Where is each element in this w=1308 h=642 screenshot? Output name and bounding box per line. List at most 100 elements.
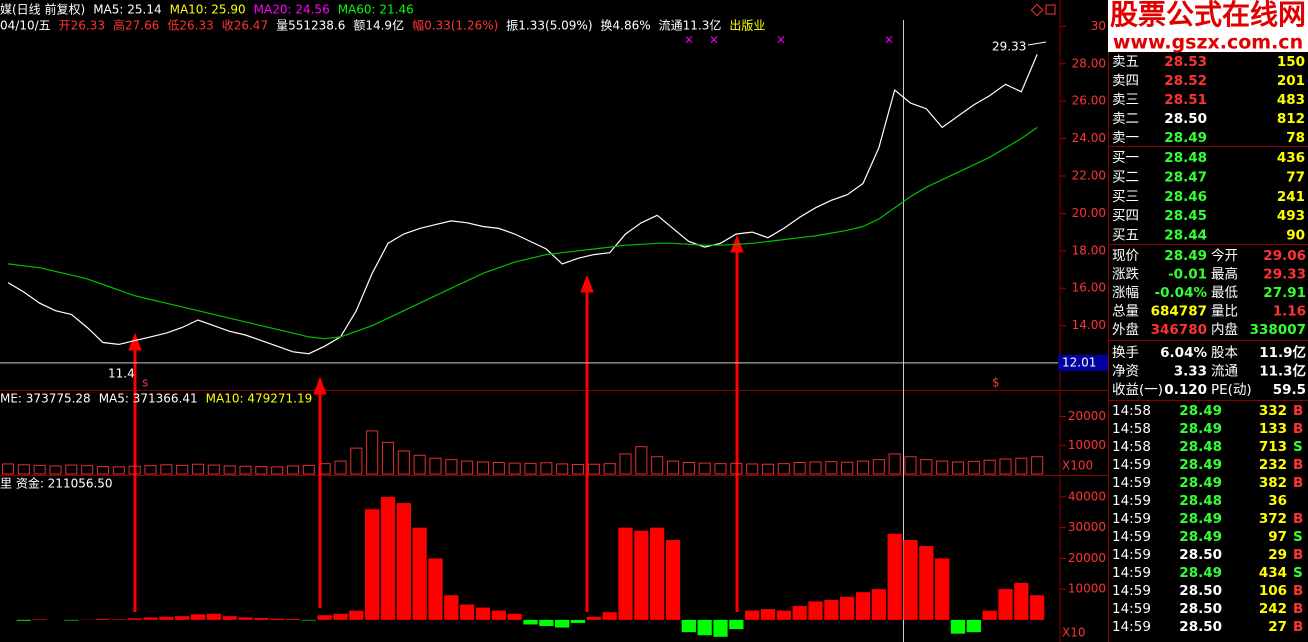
- fund-bar: [697, 619, 712, 636]
- tick-volume: 372: [1259, 511, 1287, 527]
- volume-bar: [761, 463, 775, 475]
- row-label: 买三: [1112, 189, 1139, 205]
- row-price: 28.46: [1164, 189, 1207, 205]
- stat-label: 换手: [1112, 345, 1139, 361]
- signal: $: [992, 376, 1000, 390]
- tick-price: 28.49: [1179, 403, 1222, 419]
- volume-bar: [635, 446, 648, 475]
- tick-time: 14:58: [1112, 403, 1151, 419]
- diamond-icon: [1030, 3, 1044, 17]
- fund-bar: [301, 619, 316, 621]
- stat-value: 338007: [1250, 322, 1306, 338]
- row-volume: 493: [1277, 208, 1305, 224]
- volume-bar: [271, 466, 284, 475]
- tick-side: S: [1293, 565, 1303, 581]
- y-tick-label: 30: [1091, 19, 1106, 33]
- header-text: 开26.33: [59, 19, 105, 33]
- top-marker: ×: [709, 33, 719, 47]
- arrow-head: [128, 332, 142, 351]
- stat-label: 流通: [1211, 364, 1239, 380]
- tick-volume: 382: [1259, 475, 1287, 491]
- volume-legend: MA10: 479271.19: [206, 392, 313, 406]
- volume-bar: [651, 456, 664, 475]
- fund-bar: [159, 616, 174, 620]
- header-text: 04/10/五: [0, 19, 51, 33]
- row-label: 买一: [1112, 150, 1139, 166]
- volume-legend: MA5: 371366.41: [99, 392, 198, 406]
- volume-bar: [809, 461, 822, 475]
- row-price: 28.52: [1164, 73, 1207, 89]
- fund-bar: [270, 618, 285, 620]
- volume-bar: [967, 460, 980, 475]
- row-price: 28.45: [1164, 208, 1207, 224]
- volume-bar: [983, 459, 996, 475]
- row-volume: 77: [1286, 169, 1305, 185]
- volume-bar: [730, 462, 743, 475]
- fund-bar: [285, 618, 301, 620]
- stat-value: -0.04%: [1155, 285, 1208, 301]
- tick-volume: 242: [1259, 601, 1287, 617]
- volume-bar: [302, 464, 315, 475]
- crosshair-box: [1058, 354, 1108, 371]
- arrow-head: [580, 274, 594, 293]
- tick-price: 28.49: [1179, 511, 1222, 527]
- row-label: 卖四: [1112, 73, 1139, 89]
- tick-volume: 106: [1259, 583, 1287, 599]
- header-text: 量551238.6: [276, 19, 345, 33]
- header-text: 流通11.3亿: [659, 18, 722, 33]
- volume-bar: [524, 462, 537, 475]
- stat-value: 27.91: [1263, 285, 1306, 301]
- volume-bar: [160, 464, 173, 475]
- crosshair-label: 12.01: [1062, 355, 1096, 369]
- volume-bar: [144, 465, 157, 475]
- y-tick-label: 20000: [1068, 409, 1106, 423]
- annotation: 29.33: [992, 40, 1026, 54]
- fund-bar: [111, 619, 126, 620]
- volume-bar: [698, 462, 711, 475]
- volume-bar: [286, 465, 300, 475]
- fund-bar: [238, 617, 253, 620]
- volume-bar: [366, 430, 379, 475]
- stat-label: 外盘: [1112, 321, 1139, 338]
- stat-value: 0.120: [1164, 382, 1207, 398]
- fund-bar: [95, 618, 111, 620]
- fund-bar: [586, 616, 601, 620]
- tick-price: 28.50: [1179, 583, 1222, 599]
- y-tick-label: 20000: [1068, 551, 1106, 565]
- volume-bar: [508, 462, 521, 475]
- fund-bar: [32, 619, 47, 620]
- row-volume: 78: [1286, 130, 1305, 146]
- volume-bar: [587, 463, 600, 475]
- volume-bar: [239, 465, 252, 475]
- row-volume: 90: [1286, 228, 1305, 244]
- tick-price: 28.48: [1179, 439, 1222, 455]
- fund-bar: [428, 558, 443, 620]
- stat-value: 29.33: [1263, 267, 1306, 283]
- fund-bar: [491, 610, 506, 620]
- volume-bar: [951, 461, 965, 475]
- close-line: [7, 54, 1038, 355]
- tick-volume: 36: [1268, 493, 1287, 509]
- fund-bar: [919, 546, 934, 620]
- stat-value: 59.5: [1273, 382, 1306, 398]
- row-volume: 436: [1277, 150, 1305, 166]
- fund-bar: [349, 610, 364, 620]
- header-text: MA10: 25.90: [170, 3, 246, 17]
- fund-bar: [824, 599, 839, 620]
- tick-volume: 27: [1268, 619, 1287, 635]
- volume-bar: [904, 456, 917, 475]
- volume-bar: [714, 463, 727, 475]
- fund-bar: [127, 618, 142, 620]
- fund-bar: [634, 530, 649, 620]
- volume-bar: [492, 462, 505, 475]
- tick-price: 28.48: [1179, 493, 1222, 509]
- tick-side: B: [1293, 403, 1303, 419]
- header-text: 高27.66: [113, 18, 159, 33]
- tick-price: 28.49: [1179, 565, 1222, 581]
- fund-bar: [887, 533, 902, 620]
- volume-bar: [350, 447, 363, 475]
- stat-label: 最高: [1211, 266, 1238, 283]
- y-tick-label: 26.00: [1072, 94, 1106, 108]
- row-volume: 150: [1277, 54, 1305, 70]
